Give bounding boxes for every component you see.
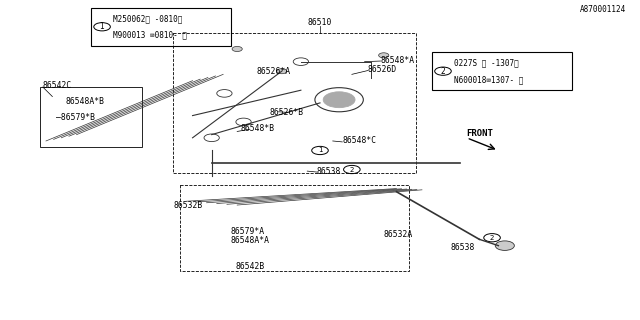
Circle shape xyxy=(323,92,355,108)
Text: 86510: 86510 xyxy=(308,19,332,28)
Text: 86548*A: 86548*A xyxy=(381,56,415,65)
Text: 86532A: 86532A xyxy=(384,230,413,239)
Text: 2: 2 xyxy=(349,166,354,172)
Text: FRONT: FRONT xyxy=(467,129,493,138)
Text: 86542C: 86542C xyxy=(43,81,72,90)
Text: 86532B: 86532B xyxy=(173,202,203,211)
Text: N600018⌨1307- 〉: N600018⌨1307- 〉 xyxy=(454,75,523,84)
Text: 86526*A: 86526*A xyxy=(256,67,291,76)
Text: 86526*B: 86526*B xyxy=(269,108,303,117)
Text: —86579*B: —86579*B xyxy=(56,113,95,122)
Text: 86548A*B: 86548A*B xyxy=(65,97,104,106)
Text: 86548*C: 86548*C xyxy=(342,136,376,146)
Circle shape xyxy=(495,241,515,251)
Text: 86548A*A: 86548A*A xyxy=(231,236,270,245)
Bar xyxy=(91,8,231,46)
Text: 1: 1 xyxy=(100,22,104,31)
Text: 86538: 86538 xyxy=(317,167,341,176)
Text: 86548*B: 86548*B xyxy=(241,124,275,133)
Text: 86579*A: 86579*A xyxy=(231,227,265,236)
Text: 86538: 86538 xyxy=(451,243,475,252)
Circle shape xyxy=(379,53,389,58)
Bar xyxy=(431,52,572,90)
Text: 86542B: 86542B xyxy=(236,262,264,271)
Text: 1: 1 xyxy=(317,148,323,154)
Text: 0227S 〈 -1307〉: 0227S 〈 -1307〉 xyxy=(454,58,518,67)
Text: 2: 2 xyxy=(440,67,445,76)
Circle shape xyxy=(276,69,287,74)
Text: A870001124: A870001124 xyxy=(580,5,626,14)
Text: M900013 ⌨0810- 〉: M900013 ⌨0810- 〉 xyxy=(113,31,187,40)
Circle shape xyxy=(232,46,243,52)
Text: 2: 2 xyxy=(490,235,494,241)
Text: 86526D: 86526D xyxy=(368,65,397,74)
Text: M250062〈 -0810〉: M250062〈 -0810〉 xyxy=(113,14,182,23)
